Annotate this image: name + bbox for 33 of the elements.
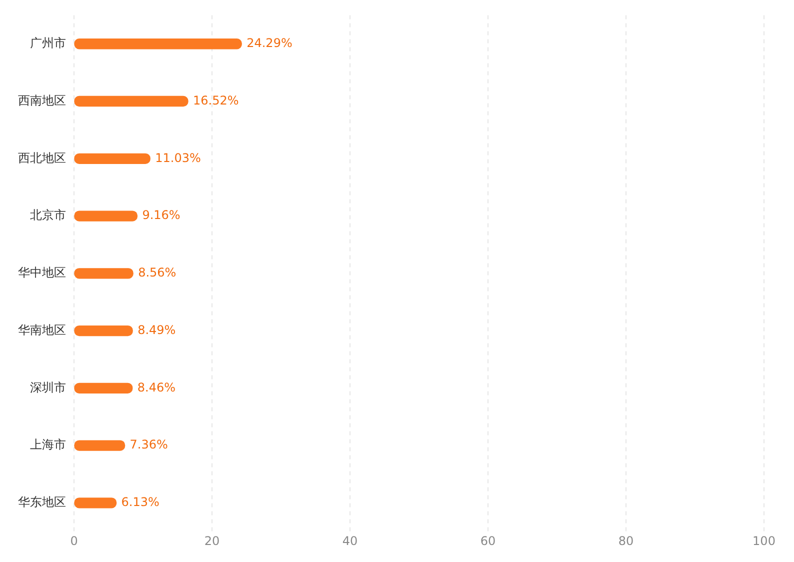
bar bbox=[74, 38, 242, 50]
x-tick-label: 0 bbox=[70, 534, 78, 548]
data-label: 6.13% bbox=[121, 495, 160, 510]
y-tick-label: 北京市 bbox=[30, 208, 66, 222]
y-tick-label: 深圳市 bbox=[30, 380, 66, 394]
y-tick-label: 华南地区 bbox=[18, 322, 66, 337]
data-label: 16.52% bbox=[192, 93, 239, 108]
bar bbox=[74, 440, 126, 451]
data-label: 8.56% bbox=[138, 266, 176, 280]
data-label: 7.36% bbox=[130, 438, 168, 452]
y-tick-label: 广州市 bbox=[30, 36, 66, 50]
y-tick-label: 华东地区 bbox=[18, 495, 66, 510]
data-label: 24.29% bbox=[246, 36, 292, 50]
y-tick-label: 华中地区 bbox=[18, 266, 66, 280]
data-label: 9.16% bbox=[142, 208, 180, 222]
x-tick-label: 60 bbox=[480, 534, 496, 548]
bar bbox=[74, 498, 117, 508]
data-label: 8.46% bbox=[137, 380, 176, 394]
bar bbox=[74, 210, 138, 222]
bar bbox=[74, 325, 133, 336]
x-tick-label: 20 bbox=[204, 534, 220, 548]
bar bbox=[74, 96, 188, 107]
x-tick-label: 80 bbox=[618, 534, 634, 548]
y-tick-label: 上海市 bbox=[30, 438, 66, 452]
y-tick-label: 西南地区 bbox=[18, 93, 66, 108]
bar bbox=[74, 382, 133, 394]
data-label: 8.49% bbox=[138, 322, 176, 337]
data-label: 11.03% bbox=[155, 150, 201, 165]
y-tick-label: 西北地区 bbox=[18, 150, 66, 165]
bar bbox=[74, 153, 150, 164]
x-tick-label: 100 bbox=[752, 534, 776, 548]
x-tick-label: 40 bbox=[342, 534, 358, 548]
bar bbox=[74, 268, 134, 279]
